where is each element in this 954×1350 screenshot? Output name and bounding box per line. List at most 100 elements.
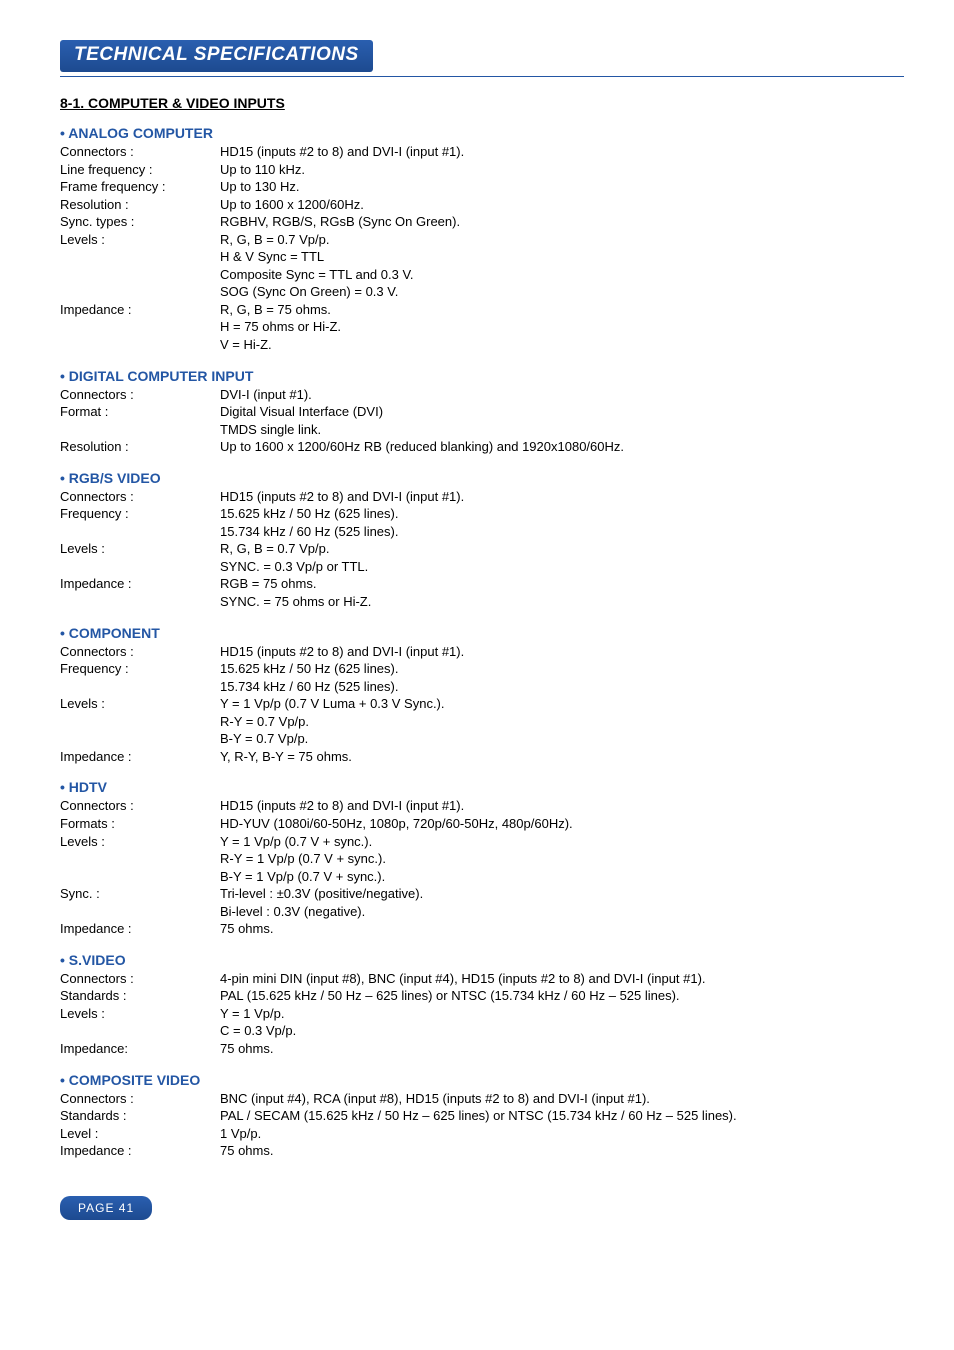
spec-value: B-Y = 0.7 Vp/p. <box>220 730 904 748</box>
spec-block: • ANALOG COMPUTER Connectors :HD15 (input… <box>60 125 904 354</box>
spec-label: Impedance: <box>60 1040 220 1058</box>
spec-row: Resolution :Up to 1600 x 1200/60Hz. <box>60 196 904 214</box>
spec-row: Frequency :15.625 kHz / 50 Hz (625 lines… <box>60 505 904 523</box>
spec-label: Sync. types : <box>60 213 220 231</box>
spec-row: Levels :R, G, B = 0.7 Vp/p. <box>60 540 904 558</box>
spec-row: TMDS single link. <box>60 421 904 439</box>
spec-subheading: • DIGITAL COMPUTER INPUT <box>60 368 904 384</box>
spec-row: Frame frequency :Up to 130 Hz. <box>60 178 904 196</box>
spec-value: Y = 1 Vp/p (0.7 V + sync.). <box>220 833 904 851</box>
spec-subheading: • COMPOSITE VIDEO <box>60 1072 904 1088</box>
spec-label: Impedance : <box>60 1142 220 1160</box>
spec-row: Impedance :75 ohms. <box>60 920 904 938</box>
spec-value: R, G, B = 75 ohms. <box>220 301 904 319</box>
spec-label: Connectors : <box>60 970 220 988</box>
spec-value: Up to 130 Hz. <box>220 178 904 196</box>
spec-subheading: • RGB/S VIDEO <box>60 470 904 486</box>
spec-value: 15.625 kHz / 50 Hz (625 lines). <box>220 660 904 678</box>
spec-value: H = 75 ohms or Hi-Z. <box>220 318 904 336</box>
spec-label: Levels : <box>60 540 220 558</box>
spec-row: Levels :Y = 1 Vp/p. <box>60 1005 904 1023</box>
spec-label: Level : <box>60 1125 220 1143</box>
spec-label: Levels : <box>60 695 220 713</box>
spec-row: Levels :Y = 1 Vp/p (0.7 V Luma + 0.3 V S… <box>60 695 904 713</box>
spec-row: Level :1 Vp/p. <box>60 1125 904 1143</box>
spec-label: Connectors : <box>60 488 220 506</box>
spec-row: C = 0.3 Vp/p. <box>60 1022 904 1040</box>
spec-row: SYNC. = 0.3 Vp/p or TTL. <box>60 558 904 576</box>
spec-value: Tri-level : ±0.3V (positive/negative). <box>220 885 904 903</box>
spec-row: SYNC. = 75 ohms or Hi-Z. <box>60 593 904 611</box>
spec-label <box>60 730 220 748</box>
spec-label <box>60 336 220 354</box>
spec-value: SYNC. = 75 ohms or Hi-Z. <box>220 593 904 611</box>
spec-value: HD15 (inputs #2 to 8) and DVI-I (input #… <box>220 797 904 815</box>
spec-row: Levels :R, G, B = 0.7 Vp/p. <box>60 231 904 249</box>
spec-row: Levels :Y = 1 Vp/p (0.7 V + sync.). <box>60 833 904 851</box>
spec-block: • S.VIDEO Connectors :4-pin mini DIN (inp… <box>60 952 904 1058</box>
spec-label <box>60 266 220 284</box>
spec-value: BNC (input #4), RCA (input #8), HD15 (in… <box>220 1090 904 1108</box>
spec-value: PAL / SECAM (15.625 kHz / 50 Hz – 625 li… <box>220 1107 904 1125</box>
spec-label: Connectors : <box>60 797 220 815</box>
spec-value: C = 0.3 Vp/p. <box>220 1022 904 1040</box>
spec-row: Impedance :R, G, B = 75 ohms. <box>60 301 904 319</box>
spec-row: Sync. :Tri-level : ±0.3V (positive/negat… <box>60 885 904 903</box>
spec-value: Composite Sync = TTL and 0.3 V. <box>220 266 904 284</box>
spec-label: Line frequency : <box>60 161 220 179</box>
spec-row: Connectors :DVI-I (input #1). <box>60 386 904 404</box>
spec-label: Levels : <box>60 833 220 851</box>
spec-value: Up to 1600 x 1200/60Hz. <box>220 196 904 214</box>
spec-value: Up to 1600 x 1200/60Hz RB (reduced blank… <box>220 438 904 456</box>
spec-label <box>60 678 220 696</box>
spec-row: Frequency :15.625 kHz / 50 Hz (625 lines… <box>60 660 904 678</box>
spec-label: Resolution : <box>60 196 220 214</box>
spec-row: SOG (Sync On Green) = 0.3 V. <box>60 283 904 301</box>
spec-value: DVI-I (input #1). <box>220 386 904 404</box>
spec-label <box>60 248 220 266</box>
spec-label: Standards : <box>60 987 220 1005</box>
spec-row: Bi-level : 0.3V (negative). <box>60 903 904 921</box>
spec-label <box>60 523 220 541</box>
spec-label: Connectors : <box>60 386 220 404</box>
page-number-badge: PAGE 41 <box>60 1196 152 1220</box>
spec-label: Connectors : <box>60 643 220 661</box>
spec-row: B-Y = 1 Vp/p (0.7 V + sync.). <box>60 868 904 886</box>
spec-label: Standards : <box>60 1107 220 1125</box>
spec-value: Up to 110 kHz. <box>220 161 904 179</box>
spec-label: Levels : <box>60 1005 220 1023</box>
spec-label: Impedance : <box>60 575 220 593</box>
spec-label: Sync. : <box>60 885 220 903</box>
spec-label <box>60 318 220 336</box>
spec-value: R-Y = 1 Vp/p (0.7 V + sync.). <box>220 850 904 868</box>
spec-value: HD15 (inputs #2 to 8) and DVI-I (input #… <box>220 488 904 506</box>
spec-row: R-Y = 0.7 Vp/p. <box>60 713 904 731</box>
spec-label <box>60 903 220 921</box>
spec-block: • COMPONENTConnectors :HD15 (inputs #2 t… <box>60 625 904 766</box>
spec-label: Frequency : <box>60 660 220 678</box>
spec-value: SOG (Sync On Green) = 0.3 V. <box>220 283 904 301</box>
spec-value: Y = 1 Vp/p (0.7 V Luma + 0.3 V Sync.). <box>220 695 904 713</box>
spec-value: RGB = 75 ohms. <box>220 575 904 593</box>
title-banner: TECHNICAL SPECIFICATIONS <box>60 40 373 72</box>
spec-subheading: • S.VIDEO <box>60 952 904 968</box>
spec-label <box>60 558 220 576</box>
spec-row: Connectors :HD15 (inputs #2 to 8) and DV… <box>60 643 904 661</box>
spec-label: Frequency : <box>60 505 220 523</box>
spec-label: Resolution : <box>60 438 220 456</box>
spec-subheading: • ANALOG COMPUTER <box>60 125 904 141</box>
spec-row: Connectors :HD15 (inputs #2 to 8) and DV… <box>60 488 904 506</box>
spec-row: 15.734 kHz / 60 Hz (525 lines). <box>60 678 904 696</box>
spec-row: Standards :PAL (15.625 kHz / 50 Hz – 625… <box>60 987 904 1005</box>
spec-row: Formats :HD-YUV (1080i/60-50Hz, 1080p, 7… <box>60 815 904 833</box>
spec-row: Composite Sync = TTL and 0.3 V. <box>60 266 904 284</box>
spec-value: Y, R-Y, B-Y = 75 ohms. <box>220 748 904 766</box>
spec-row: Impedance :75 ohms. <box>60 1142 904 1160</box>
spec-row: H & V Sync = TTL <box>60 248 904 266</box>
spec-row: Connectors :BNC (input #4), RCA (input #… <box>60 1090 904 1108</box>
spec-value: PAL (15.625 kHz / 50 Hz – 625 lines) or … <box>220 987 904 1005</box>
spec-label: Format : <box>60 403 220 421</box>
spec-value: H & V Sync = TTL <box>220 248 904 266</box>
spec-row: Connectors :4-pin mini DIN (input #8), B… <box>60 970 904 988</box>
spec-row: Connectors :HD15 (inputs #2 to 8) and DV… <box>60 143 904 161</box>
